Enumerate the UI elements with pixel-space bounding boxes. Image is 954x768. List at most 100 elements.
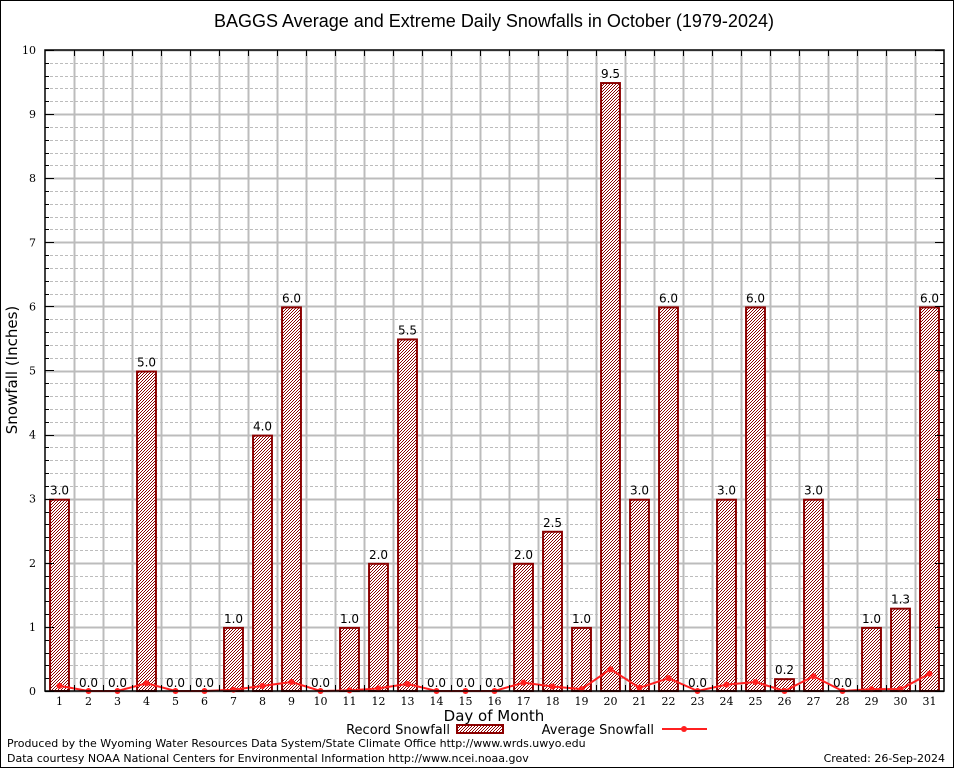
x-tick-label: 27 — [807, 695, 821, 708]
data-label-day-25: 6.0 — [746, 291, 765, 305]
average-point-day-13 — [404, 680, 411, 687]
average-point-day-12 — [375, 685, 382, 692]
x-tick-label: 13 — [401, 695, 415, 708]
bar-day-29 — [861, 626, 882, 693]
x-tick-label: 9 — [288, 695, 295, 708]
bars — [49, 82, 940, 693]
average-point-day-9 — [288, 679, 295, 686]
x-axis-label: Day of Month — [444, 707, 545, 725]
data-label-day-18: 2.5 — [543, 516, 562, 530]
x-tick-label: 2 — [85, 695, 92, 708]
legend-record-label: Record Snowfall — [346, 723, 450, 738]
x-tick-label: 21 — [633, 695, 647, 708]
bar-day-17 — [513, 562, 534, 692]
data-label-day-12: 2.0 — [369, 548, 388, 562]
average-point-day-1 — [56, 682, 63, 689]
data-label-day-16: 0.0 — [485, 676, 504, 690]
x-tick-label: 14 — [430, 695, 444, 708]
x-tick-label: 7 — [230, 695, 237, 708]
average-point-day-21 — [636, 684, 643, 691]
data-label-day-28: 0.0 — [833, 676, 852, 690]
x-ticks: 1 2 3 4 5 6 7 8 9 10 11 12 13 14 15 16 17 18 19 20 21 22 23 24 2… — [56, 695, 937, 708]
data-label-day-29: 1.0 — [862, 612, 881, 626]
data-label-day-11: 1.0 — [340, 612, 359, 626]
data-label-day-7: 1.0 — [224, 612, 243, 626]
average-point-day-8 — [259, 682, 266, 689]
data-label-day-24: 3.0 — [717, 484, 736, 498]
data-label-day-15: 0.0 — [456, 676, 475, 690]
data-label-day-30: 1.3 — [891, 593, 910, 607]
bar-day-19 — [571, 626, 592, 693]
footer-data-courtesy: Data courtesy NOAA National Centers for … — [7, 752, 529, 765]
y-tick-label: 10 — [22, 44, 36, 57]
data-label-day-14: 0.0 — [427, 676, 446, 690]
x-tick-label: 1 — [56, 695, 63, 708]
footer-created-date: Created: 26-Sep-2024 — [824, 752, 945, 765]
x-tick-label: 26 — [778, 695, 792, 708]
data-label-day-21: 3.0 — [630, 484, 649, 498]
data-label-day-13: 5.5 — [398, 323, 417, 337]
data-label-day-5: 0.0 — [166, 676, 185, 690]
x-tick-label: 11 — [343, 695, 357, 708]
chart-title: BAGGS Average and Extreme Daily Snowfall… — [214, 11, 774, 31]
x-tick-label: 28 — [836, 695, 850, 708]
x-tick-label: 6 — [201, 695, 208, 708]
x-tick-label: 3 — [114, 695, 121, 708]
y-axis-label: Snowfall (Inches) — [3, 306, 21, 434]
y-tick-label: 0 — [29, 685, 36, 698]
data-label-day-2: 0.0 — [79, 676, 98, 690]
bar-day-30 — [890, 607, 911, 692]
average-point-day-27 — [810, 673, 817, 680]
footer-produced-by: Produced by the Wyoming Water Resources … — [7, 737, 586, 750]
average-point-day-24 — [723, 681, 730, 688]
average-point-day-4 — [143, 680, 150, 687]
average-point-day-25 — [752, 679, 759, 686]
x-tick-label: 16 — [488, 695, 502, 708]
y-ticks: 0 1 2 3 4 5 6 7 8 9 10 — [22, 44, 36, 698]
data-label-day-3: 0.0 — [108, 676, 127, 690]
x-tick-label: 12 — [372, 695, 386, 708]
y-tick-label: 1 — [29, 621, 36, 634]
x-tick-label: 5 — [172, 695, 179, 708]
x-tick-label: 20 — [604, 695, 618, 708]
data-label-day-19: 1.0 — [572, 612, 591, 626]
x-tick-label: 4 — [143, 695, 150, 708]
data-label-day-1: 3.0 — [50, 484, 69, 498]
data-label-day-10: 0.0 — [311, 676, 330, 690]
bar-day-27 — [803, 498, 824, 693]
bar-day-22 — [658, 306, 679, 692]
x-tick-label: 24 — [720, 695, 734, 708]
y-tick-label: 5 — [29, 365, 36, 378]
bar-day-18 — [542, 530, 563, 692]
data-label-day-8: 4.0 — [253, 420, 272, 434]
y-tick-label: 3 — [29, 493, 36, 506]
bar-day-12 — [368, 562, 389, 692]
data-label-day-17: 2.0 — [514, 548, 533, 562]
bar-day-20 — [600, 82, 621, 693]
average-point-day-7 — [230, 686, 237, 693]
average-point-day-20 — [607, 666, 614, 673]
bar-day-8 — [252, 434, 273, 692]
bar-day-25 — [745, 306, 766, 692]
bar-day-7 — [223, 626, 244, 693]
x-tick-label: 30 — [894, 695, 908, 708]
average-point-day-18 — [549, 683, 556, 690]
legend-record-swatch — [456, 724, 504, 734]
data-label-day-26: 0.2 — [775, 663, 794, 677]
data-label-day-4: 5.0 — [137, 356, 156, 370]
bar-day-11 — [339, 626, 360, 693]
bar-day-4 — [136, 370, 157, 692]
data-label-day-6: 0.0 — [195, 676, 214, 690]
x-tick-label: 8 — [259, 695, 266, 708]
bar-day-1 — [49, 498, 70, 693]
axes — [44, 49, 945, 692]
y-tick-label: 6 — [29, 300, 36, 313]
legend-average-marker — [681, 726, 687, 732]
data-labels: 3.0 0.0 0.0 5.0 0.0 0.0 1.0 4.0 6.0 0.0 1.0 2.0 5.5 0… — [50, 67, 939, 690]
average-point-day-22 — [665, 675, 672, 682]
bar-day-24 — [716, 498, 737, 693]
data-label-day-27: 3.0 — [804, 484, 823, 498]
y-tick-label: 2 — [29, 557, 36, 570]
data-label-day-23: 0.0 — [688, 676, 707, 690]
